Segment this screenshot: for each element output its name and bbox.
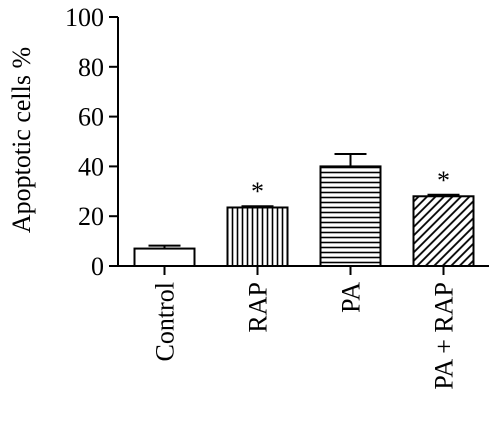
significance-marker: * [437, 166, 450, 195]
y-axis: 0 20 40 60 80 100 [65, 3, 119, 281]
bar-rap [226, 206, 289, 267]
x-tick-label: Control [151, 282, 180, 361]
bar-pa [319, 165, 382, 267]
x-axis: Control RAP PA PA + RAP [118, 265, 489, 390]
y-tick-label: 40 [78, 152, 104, 181]
y-tick-label: 60 [78, 103, 104, 132]
significance-marker: * [251, 177, 264, 206]
bar-pa-rap [412, 195, 475, 267]
y-axis-label: Apoptotic cells % [7, 47, 36, 233]
bars: * * [133, 152, 475, 268]
y-tick-label: 80 [78, 53, 104, 82]
x-tick-label: PA [337, 282, 366, 313]
bar-control [133, 247, 196, 268]
y-tick-label: 100 [65, 3, 104, 32]
x-tick-label: PA + RAP [430, 282, 459, 390]
y-tick-label: 20 [78, 202, 104, 231]
y-tick-label: 0 [91, 252, 104, 281]
x-tick-label: RAP [244, 282, 273, 333]
